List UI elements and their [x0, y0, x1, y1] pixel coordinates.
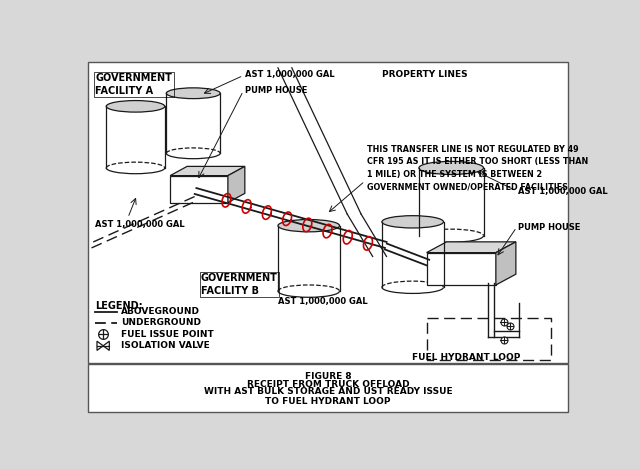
- Text: UNDERGROUND: UNDERGROUND: [121, 318, 201, 327]
- Text: FUEL ISSUE POINT: FUEL ISSUE POINT: [121, 330, 214, 339]
- Polygon shape: [382, 222, 444, 287]
- Polygon shape: [427, 242, 516, 253]
- Text: AST 1,000,000 GAL: AST 1,000,000 GAL: [245, 70, 335, 79]
- Polygon shape: [496, 242, 516, 285]
- Polygon shape: [278, 226, 340, 291]
- Polygon shape: [103, 341, 109, 350]
- Text: GOVERNMENT
FACILITY B: GOVERNMENT FACILITY B: [201, 273, 278, 296]
- Text: PUMP HOUSE: PUMP HOUSE: [245, 85, 307, 95]
- Polygon shape: [427, 253, 496, 285]
- Text: AST 1,000,000 GAL: AST 1,000,000 GAL: [95, 219, 185, 228]
- Text: THIS TRANSFER LINE IS NOT REGULATED BY 49
CFR 195 AS IT IS EITHER TOO SHORT (LES: THIS TRANSFER LINE IS NOT REGULATED BY 4…: [367, 145, 588, 191]
- Text: RECEIPT FROM TRUCK OFFLOAD: RECEIPT FROM TRUCK OFFLOAD: [246, 380, 410, 389]
- Text: LEGEND:: LEGEND:: [95, 301, 143, 311]
- Text: ISOLATION VALVE: ISOLATION VALVE: [121, 341, 210, 350]
- Polygon shape: [419, 168, 484, 236]
- Ellipse shape: [382, 216, 444, 228]
- Polygon shape: [166, 93, 220, 153]
- FancyBboxPatch shape: [88, 364, 568, 412]
- Polygon shape: [170, 175, 228, 203]
- FancyBboxPatch shape: [88, 62, 568, 363]
- Text: PROPERTY LINES: PROPERTY LINES: [382, 70, 468, 79]
- Ellipse shape: [278, 219, 340, 232]
- Text: FIGURE 8: FIGURE 8: [305, 372, 351, 381]
- Text: ABOVEGROUND: ABOVEGROUND: [121, 307, 200, 317]
- Text: GOVERNMENT
FACILITY A: GOVERNMENT FACILITY A: [95, 73, 172, 96]
- Polygon shape: [97, 341, 103, 350]
- Polygon shape: [228, 166, 245, 203]
- Text: AST 1,000,000 GAL: AST 1,000,000 GAL: [518, 187, 608, 196]
- Text: FUEL HYDRANT LOOP: FUEL HYDRANT LOOP: [412, 353, 521, 362]
- Polygon shape: [106, 106, 164, 168]
- Text: AST 1,000,000 GAL: AST 1,000,000 GAL: [278, 296, 367, 305]
- Text: PUMP HOUSE: PUMP HOUSE: [518, 223, 580, 232]
- Text: TO FUEL HYDRANT LOOP: TO FUEL HYDRANT LOOP: [265, 397, 391, 406]
- Polygon shape: [170, 166, 245, 175]
- Ellipse shape: [419, 161, 484, 174]
- Ellipse shape: [106, 100, 164, 112]
- Ellipse shape: [166, 88, 220, 98]
- Text: WITH AST BULK STORAGE AND UST READY ISSUE: WITH AST BULK STORAGE AND UST READY ISSU…: [204, 387, 452, 396]
